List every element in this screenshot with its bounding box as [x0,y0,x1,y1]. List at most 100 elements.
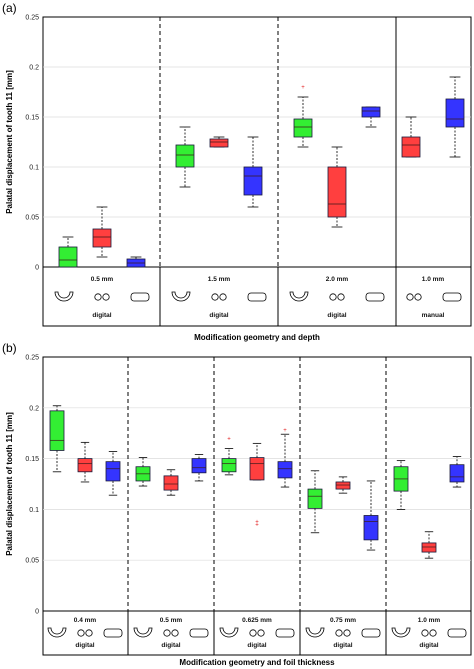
box-plot-red [92,206,112,258]
rounded-rect-icon [442,292,462,302]
box-plot-green [49,405,65,473]
box-plot-blue [361,106,381,128]
box-iqr [445,98,465,128]
rounded-rect-icon [189,628,209,638]
y-tick-label: 0 [35,265,39,272]
box-plot-green [135,457,151,487]
rounded-rect-icon [365,292,385,302]
box-iqr [293,118,313,138]
box-iqr [191,458,207,474]
group-label: 1.0 mm [418,617,441,624]
box-plot-red [209,136,229,148]
group-label: 2.0 mm [326,276,349,283]
box-iqr [58,246,78,268]
box-iqr [401,136,421,158]
circle-icon [102,293,110,301]
box-iqr [327,166,347,218]
plot-frame [42,356,472,656]
y-tick-label: 0.15 [25,115,39,122]
y-tick-label: 0.1 [29,507,39,514]
outlier-point: + [301,85,305,91]
box-iqr [209,138,229,148]
x-axis-label: Modification geometry and foil thickness [179,658,335,667]
group-label: 0.5 mm [160,617,183,624]
box-plot-red [327,146,347,228]
box-plot-blue: + [277,428,293,488]
y-tick-label: 0.25 [25,15,39,22]
horseshoe-icon [47,627,67,638]
box-iqr [307,488,323,509]
method-label: digital [75,642,94,649]
circle-icon [421,629,429,637]
rounded-rect-icon [103,628,123,638]
box-plot-red [163,469,179,496]
box-iqr [49,410,65,451]
box-iqr [277,461,293,479]
y-tick-label: 0.2 [29,65,39,72]
box-iqr [175,144,195,168]
box-plot-green [393,460,409,510]
box-plot-blue [126,256,146,268]
y-tick-label: 0.15 [25,456,39,463]
y-tick-label: 0.05 [25,558,39,565]
y-tick-label: 0.2 [29,405,39,412]
box-iqr [361,106,381,118]
method-label: digital [419,642,438,649]
box-plot-blue [363,480,379,551]
box-iqr [105,461,121,482]
box-iqr [221,458,237,473]
box-plot-blue [449,456,465,488]
box-plot-blue [105,451,121,496]
box-plot-red [77,441,93,483]
box-plot-blue [445,76,465,158]
circle-icon [85,629,93,637]
horseshoe-icon [219,627,239,638]
rounded-rect-icon [130,292,150,302]
circle-icon [77,629,85,637]
method-label: digital [327,312,346,319]
circle-icon [329,293,337,301]
box-plot-blue [191,454,207,482]
box-iqr [249,457,265,481]
circle-icon [335,629,343,637]
circle-icon [163,629,171,637]
box-iqr [449,464,465,483]
horseshoe-icon [305,627,325,638]
circle-icon [249,629,257,637]
y-tick-label: 0.25 [25,355,39,362]
horseshoe-icon [54,291,74,302]
box-plot-red [335,476,351,494]
box-plot-red [421,531,437,559]
box-iqr [421,542,437,553]
rounded-rect-icon [275,628,295,638]
box-plot-red [401,116,421,158]
circle-icon [219,293,227,301]
group-label: 1.0 mm [422,276,445,283]
horseshoe-icon [391,627,411,638]
circle-icon [171,629,179,637]
circle-icon [94,293,102,301]
group-label: 0.625 mm [242,617,272,624]
panel-label: (b) [2,341,17,355]
box-plot-green: + [221,436,237,476]
horseshoe-icon [133,627,153,638]
method-label: digital [161,642,180,649]
horseshoe-icon [171,291,191,302]
circle-icon [414,293,422,301]
circle-icon [343,629,351,637]
group-label: 0.75 mm [330,617,356,624]
rounded-rect-icon [447,628,467,638]
box-plot-green [307,470,323,534]
x-axis-label: Modification geometry and depth [194,333,320,342]
outlier-point: + [283,428,287,434]
circle-icon [429,629,437,637]
rounded-rect-icon [361,628,381,638]
horseshoe-icon [289,291,309,302]
box-plot-red: ++ [249,442,265,529]
y-tick-label: 0.05 [25,215,39,222]
outlier-point: + [227,436,231,442]
box-iqr [243,166,263,196]
box-iqr [77,458,93,473]
box-iqr [363,515,379,541]
